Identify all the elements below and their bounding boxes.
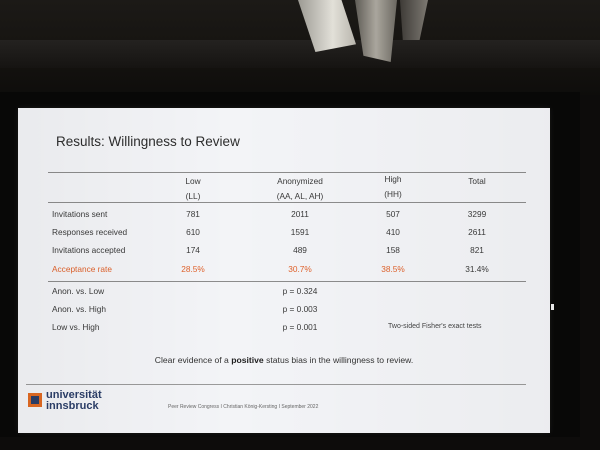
ceiling-beam [0, 40, 600, 68]
conclusion-emphasis: positive [231, 355, 264, 365]
table-results-rule [48, 281, 526, 282]
row-label: Invitations sent [52, 209, 108, 219]
slide-footer: Peer Review Congress I Christian König-K… [168, 404, 319, 410]
p-value: p = 0.001 [282, 322, 318, 332]
comparison-label: Anon. vs. Low [52, 286, 105, 296]
logo-mark-icon [28, 393, 42, 407]
logo-line1: universität [46, 389, 102, 401]
table-cell: 1591 [290, 227, 310, 237]
logo-wordmark: universität innsbruck [46, 390, 102, 412]
conclusion-end: status bias in the willingness to review… [263, 355, 414, 365]
column-header-line1: Total [468, 176, 486, 186]
table-header-rule [48, 202, 526, 203]
column-header-line1: Low [185, 176, 201, 186]
column-header-line1: High [384, 174, 402, 184]
table-cell: 507 [386, 209, 400, 219]
conclusion-text: Clear evidence of a positive status bias… [18, 355, 550, 365]
table-cell: 781 [186, 209, 200, 219]
logo-line2: innsbruck [46, 400, 99, 412]
comparison-label: Anon. vs. High [52, 304, 106, 314]
table-cell: 30.7% [288, 264, 312, 274]
comparison-label: Low vs. High [52, 322, 100, 332]
conclusion-start: Clear evidence of a [154, 355, 232, 365]
table-cell: 174 [186, 245, 200, 255]
row-label: Acceptance rate [52, 264, 112, 274]
table-cell: 3299 [467, 209, 487, 219]
presentation-slide: Results: Willingness to Review Low (LL) … [18, 108, 550, 433]
table-cell: 38.5% [381, 264, 405, 274]
table-cell: 2011 [291, 209, 309, 219]
table-cell: 28.5% [181, 264, 205, 274]
table-cell: 610 [186, 227, 200, 237]
screen-edge-light [551, 304, 554, 310]
table-cell: 410 [386, 227, 400, 237]
footer-rule [26, 384, 526, 385]
test-note: Two-sided Fisher's exact tests [388, 323, 482, 330]
table-cell: 158 [386, 245, 400, 255]
p-value: p = 0.324 [282, 286, 318, 296]
column-header-line2: (LL) [185, 191, 201, 201]
row-label: Responses received [52, 227, 128, 237]
table-cell: 489 [293, 245, 307, 255]
column-header-line2: (HH) [384, 189, 402, 199]
table-top-rule [48, 172, 526, 173]
table-cell: 2611 [468, 227, 486, 237]
row-label: Invitations accepted [52, 245, 126, 255]
table-cell: 821 [470, 245, 484, 255]
table-cell: 31.4% [465, 264, 489, 274]
column-header-line1: Anonymized [277, 176, 323, 186]
p-value: p = 0.003 [282, 304, 318, 314]
column-header-line2: (AA, AL, AH) [276, 191, 324, 201]
slide-title: Results: Willingness to Review [56, 134, 240, 149]
